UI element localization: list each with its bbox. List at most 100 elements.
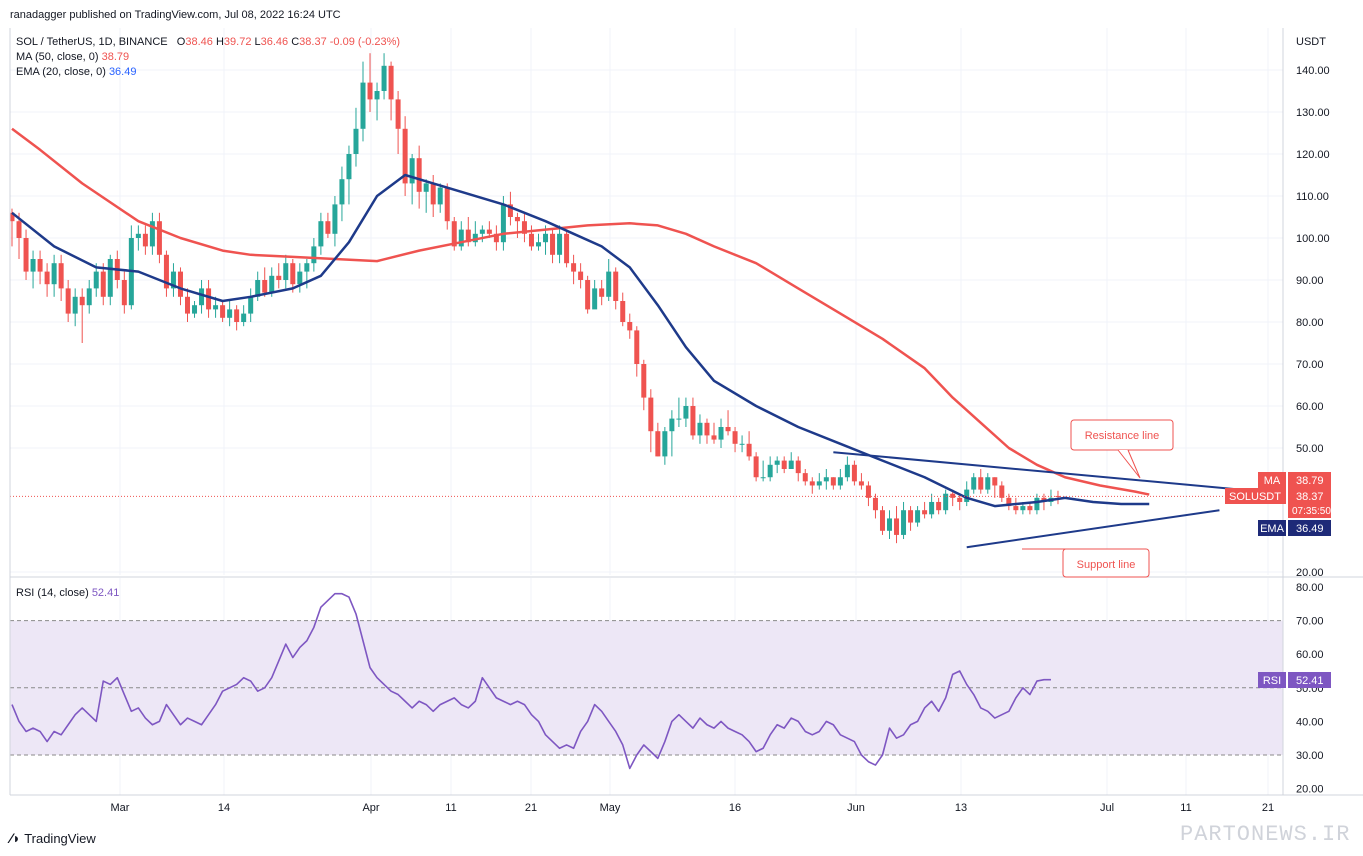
candle-body: [1027, 506, 1033, 511]
candle-body: [86, 288, 92, 306]
candle-body: [823, 477, 829, 482]
candle-body: [1034, 497, 1040, 511]
candle-body: [683, 406, 689, 419]
ema-line: [11, 173, 1150, 508]
candle-body: [51, 263, 57, 285]
candle-body: [142, 233, 148, 247]
candle-body: [908, 510, 914, 523]
candles: [9, 53, 1061, 544]
symbol-tag-label-bg: [1225, 488, 1286, 504]
candle-body: [634, 330, 640, 364]
candle-body: [416, 158, 422, 192]
candle-body: [430, 183, 436, 205]
candle-body: [957, 497, 963, 502]
candle-body: [690, 406, 696, 436]
candle-body: [332, 204, 338, 234]
x-tick-label: 21: [1262, 802, 1274, 814]
candle-body: [915, 510, 921, 523]
ema20-path: [11, 173, 1150, 508]
candle-body: [521, 221, 527, 234]
candle-body: [550, 233, 556, 255]
candle-body: [121, 280, 127, 306]
candle-body: [809, 481, 815, 486]
x-tick-label: May: [600, 802, 621, 814]
candle-body: [936, 501, 942, 511]
candle-body: [437, 187, 443, 205]
candle-body: [234, 309, 240, 322]
ma-value: 38.79: [101, 51, 130, 63]
symbol-tag-value-bg: [1288, 488, 1331, 518]
y-tick-label: 50.00: [1296, 443, 1324, 455]
resistance-callout-text: Resistance line: [1085, 430, 1160, 442]
ma-tag-value: 38.79: [1296, 475, 1324, 487]
x-tick-label: 14: [218, 802, 230, 814]
low-label: L: [254, 36, 261, 48]
ma-row: MA (50, close, 0) 38.79: [16, 50, 400, 65]
rsi-legend: RSI (14, close) 52.41: [16, 586, 119, 601]
candle-body: [894, 518, 900, 535]
ma-tag-label: MA: [1264, 475, 1281, 487]
rsi-value: 52.41: [91, 587, 120, 599]
ma-tag-label-bg: [1258, 472, 1286, 488]
candle-body: [16, 221, 22, 238]
candle-body: [767, 464, 773, 478]
y-tick-label: 20.00: [1296, 567, 1324, 579]
symbol-label: SOL / TetherUS, 1D, BINANCE: [16, 36, 168, 48]
candle-body: [79, 296, 85, 306]
candle-body: [514, 217, 520, 222]
candle-body: [37, 259, 43, 272]
close-value: 38.37: [299, 36, 327, 48]
candle-body: [543, 233, 549, 243]
y-tick-label: 130.00: [1296, 107, 1330, 119]
candle-body: [865, 485, 871, 498]
watermark: PARTONEWS.IR: [1180, 822, 1351, 847]
y-tick-label: 120.00: [1296, 149, 1330, 161]
rsi-label: RSI (14, close): [16, 587, 89, 599]
candle-body: [585, 280, 591, 310]
candle-body: [858, 481, 864, 486]
candle-body: [528, 233, 534, 247]
main-legend: SOL / TetherUS, 1D, BINANCE O38.46 H39.7…: [16, 35, 400, 80]
rsi-tick-label: 30.00: [1296, 750, 1324, 762]
x-tick-label: Jul: [1100, 802, 1114, 814]
candle-body: [290, 263, 296, 285]
candle-body: [318, 221, 324, 247]
candle-body: [1013, 506, 1019, 511]
tradingview-logo[interactable]: ⁄◗ TradingView: [10, 830, 96, 846]
candle-body: [206, 288, 212, 310]
rsi-tag-value-bg: [1288, 672, 1331, 688]
ema-row: EMA (20, close, 0) 36.49: [16, 65, 400, 80]
candle-body: [177, 271, 183, 297]
publisher-line: ranadagger published on TradingView.com,…: [10, 9, 341, 21]
change-value: -0.09 (-0.23%): [329, 36, 401, 48]
y-tick-label: 140.00: [1296, 65, 1330, 77]
candle-body: [423, 183, 429, 192]
candle-body: [472, 233, 478, 243]
candle-body: [851, 464, 857, 482]
candle-body: [262, 280, 268, 293]
x-tick-label: 13: [955, 802, 967, 814]
candle-body: [978, 477, 984, 490]
candle-body: [662, 431, 668, 457]
candle-body: [964, 489, 970, 502]
candle-body: [830, 477, 836, 486]
candle-body: [149, 221, 155, 247]
ma-line: [11, 127, 1150, 496]
candle-body: [1006, 497, 1012, 507]
candle-body: [704, 422, 710, 436]
candle-body: [718, 427, 724, 440]
candle-body: [409, 158, 415, 184]
candle-body: [465, 229, 471, 243]
support-callout-text: Support line: [1077, 559, 1136, 571]
candle-body: [971, 477, 977, 490]
y-tick-label: 80.00: [1296, 317, 1324, 329]
rsi-tag-value: 52.41: [1296, 675, 1324, 687]
candle-body: [725, 427, 731, 432]
candle-body: [711, 435, 717, 440]
candle-body: [107, 259, 113, 297]
candle-body: [788, 460, 794, 469]
symbol-tag-label: SOLUSDT: [1229, 491, 1281, 503]
candle-body: [381, 65, 387, 91]
candle-body: [620, 301, 626, 322]
